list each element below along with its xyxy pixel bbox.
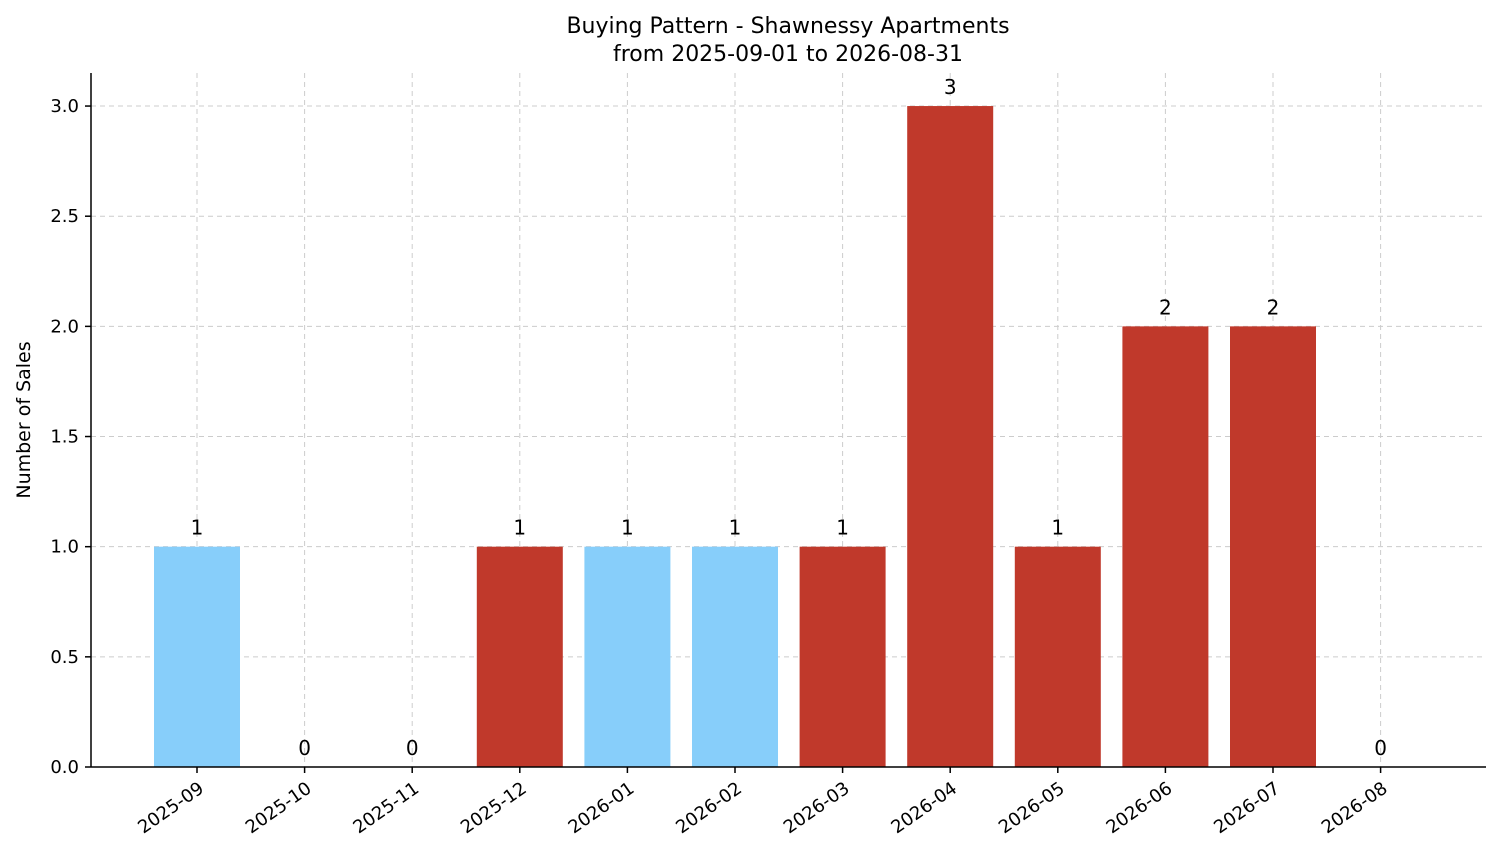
y-tick-label: 2.0 <box>50 316 79 337</box>
data-label-2026-01: 1 <box>621 516 634 540</box>
data-label-2026-02: 1 <box>729 516 742 540</box>
y-ticks: 0.0 0.5 1.0 1.5 2.0 2.5 3.0 <box>50 96 91 778</box>
x-tick-label-2026-03: 2026-03 <box>780 778 854 838</box>
data-label-2025-09: 1 <box>191 516 204 540</box>
chart-subtitle: from 2025-09-01 to 2026-08-31 <box>613 42 963 67</box>
x-tick-label-2026-04: 2026-04 <box>887 778 961 838</box>
y-tick-label: 1.5 <box>50 427 79 448</box>
bars <box>154 106 1316 768</box>
chart-title: Buying Pattern - Shawnessy Apartments <box>566 14 1009 39</box>
y-tick-label: 3.0 <box>50 96 79 117</box>
x-tick-label-2026-01: 2026-01 <box>565 778 639 838</box>
bar-2025-09 <box>154 546 240 767</box>
y-tick-label: 0.0 <box>50 757 79 778</box>
x-tick-label-2026-02: 2026-02 <box>672 778 746 838</box>
x-tick-label-2025-11: 2025-11 <box>349 778 423 838</box>
y-tick-label: 1.0 <box>50 537 79 558</box>
y-tick-label: 2.5 <box>50 206 79 227</box>
data-label-2026-06: 2 <box>1159 295 1172 319</box>
x-tick-label-2026-06: 2026-06 <box>1103 778 1177 838</box>
bar-2026-04 <box>907 106 994 768</box>
data-labels: 1 0 0 1 1 1 1 3 1 2 2 0 <box>191 75 1387 760</box>
x-tick-label-2026-07: 2026-07 <box>1210 778 1284 838</box>
data-label-2025-11: 0 <box>406 736 419 760</box>
x-ticks: 2025-09 2025-10 2025-11 2025-12 2026-01 2026-… <box>134 767 1391 838</box>
bar-2026-05 <box>1014 546 1101 767</box>
data-label-2026-08: 0 <box>1374 736 1387 760</box>
x-tick-label-2025-09: 2025-09 <box>134 778 208 838</box>
bar-2026-01 <box>584 546 671 767</box>
bar-2026-07 <box>1230 326 1316 767</box>
x-tick-label-2026-05: 2026-05 <box>995 778 1069 838</box>
data-label-2026-04: 3 <box>944 75 957 99</box>
data-label-2025-10: 0 <box>298 736 311 760</box>
bar-2026-03 <box>799 546 886 767</box>
bar-2026-06 <box>1122 326 1209 767</box>
bar-2026-02 <box>692 546 778 767</box>
axes <box>90 73 1486 768</box>
data-label-2026-05: 1 <box>1051 516 1064 540</box>
data-label-2026-03: 1 <box>836 516 849 540</box>
x-tick-label-2026-08: 2026-08 <box>1318 778 1392 838</box>
y-tick-label: 0.5 <box>50 647 79 668</box>
data-label-2025-12: 1 <box>513 516 526 540</box>
x-tick-label-2025-10: 2025-10 <box>242 778 316 838</box>
data-label-2026-07: 2 <box>1267 295 1280 319</box>
x-tick-label-2025-12: 2025-12 <box>457 778 531 838</box>
y-axis-label: Number of Sales <box>13 341 35 498</box>
bar-2025-12 <box>476 546 563 767</box>
